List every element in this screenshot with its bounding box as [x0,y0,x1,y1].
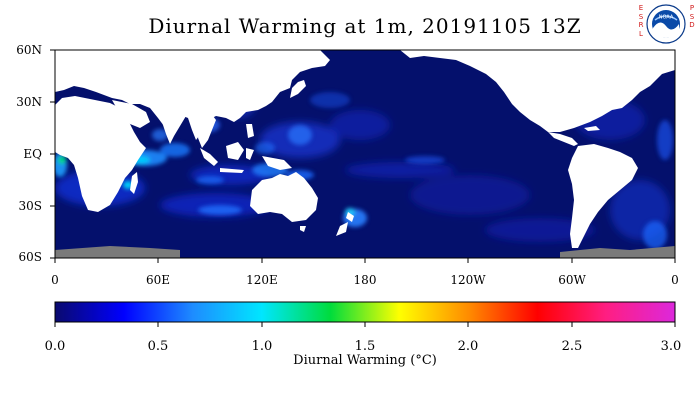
land-cuba [584,126,600,131]
psd-letter: P [689,4,695,12]
esrl-letter: L [639,29,643,38]
noaa-logo-icon: NOAA [646,4,686,44]
psd-letters: P S D [688,4,696,30]
colorbar-tick-label: 1.0 [251,339,273,354]
land-philippines [246,124,254,138]
colorbar-ticks [54,322,676,327]
land-borneo [226,142,244,160]
sea-ice-layer [55,246,675,258]
land-tasmania [300,226,306,232]
map-data-layer [55,50,675,258]
colorbar-gradient [55,302,675,322]
land-africa [55,96,146,212]
lon-label-180: 180 [353,273,377,287]
land-japan [290,80,306,98]
psd-letter: S [689,12,695,21]
land-java [220,168,244,173]
lon-label-60w: 60W [558,273,586,287]
land-australia [250,172,318,222]
esrl-letter: R [638,21,644,29]
lon-label-0-east: 0 [671,273,679,287]
lat-label-30s: 30S [18,199,43,213]
land-south-america [568,144,638,248]
land-arabia [112,100,150,128]
map-ticks [50,49,676,263]
colorbar-tick-label: 0.5 [147,339,169,354]
esrl-letters: E S R L [637,4,645,38]
lon-label-120w: 120W [450,273,486,287]
land-sulawesi [246,148,254,160]
land-sumatra [200,148,218,166]
esrl-letter: E [638,4,644,12]
lat-label-30n: 30N [16,95,42,109]
lon-label-0: 0 [51,273,59,287]
land-central-america [548,132,578,146]
land-new-guinea [262,156,292,170]
colorbar-tick-label: 3.0 [660,339,682,354]
lon-label-60e: 60E [145,273,171,287]
colorbar-tick-label: 1.5 [354,339,376,354]
lat-label-60s: 60S [18,250,43,264]
map-title: Diurnal Warming at 1m, 20191105 13Z [148,14,582,38]
land-india [158,104,186,144]
esrl-letter: S [638,12,644,21]
noaa-logo-text: NOAA [659,15,674,21]
land-eurasia [55,50,330,140]
land-layer [55,50,675,248]
land-indochina [196,110,216,148]
ice-antarctic-pacific [560,246,675,258]
colorbar-title: Diurnal Warming (°C) [293,353,437,368]
colorbar-tick-label: 2.5 [561,339,583,354]
land-madagascar [130,172,138,194]
lon-label-120e: 120E [246,273,278,287]
lat-label-60n: 60N [16,43,42,57]
land-new-zealand [336,212,354,236]
ice-antarctic-indian [55,246,180,258]
colorbar-tick-label: 0.0 [44,339,66,354]
land-north-america [400,50,675,132]
land-greenland [650,50,675,58]
lat-label-eq: EQ [23,147,42,161]
colorbar-tick-label: 2.0 [457,339,479,354]
psd-letter: D [689,21,695,29]
